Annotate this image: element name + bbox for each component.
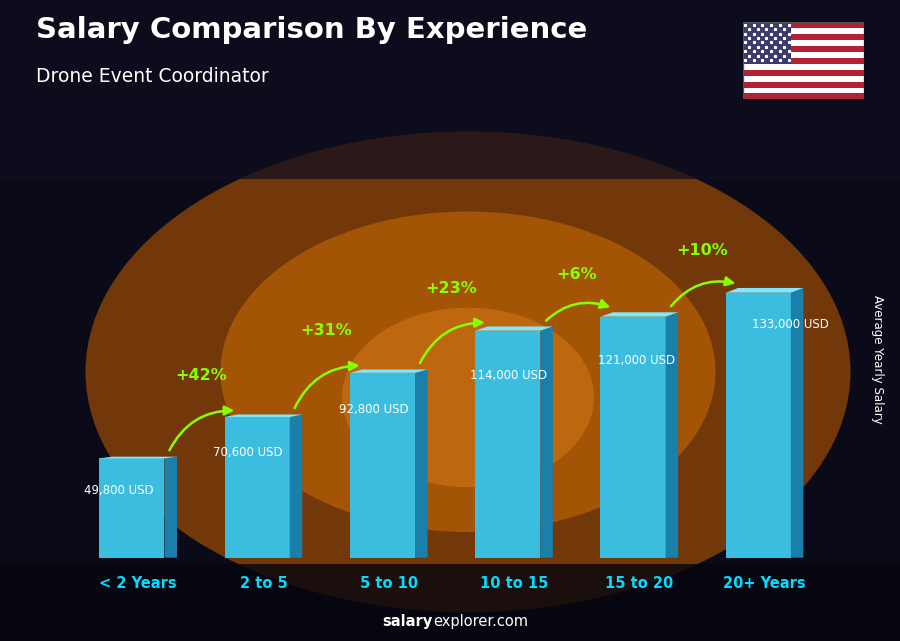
Polygon shape	[99, 456, 177, 458]
Text: +6%: +6%	[556, 267, 597, 282]
Text: 92,800 USD: 92,800 USD	[338, 403, 409, 416]
Bar	[742, 70, 864, 76]
Bar	[742, 52, 864, 58]
Text: 5 to 10: 5 to 10	[360, 576, 418, 591]
Text: Average Yearly Salary: Average Yearly Salary	[871, 295, 884, 423]
Polygon shape	[225, 417, 290, 558]
Text: 49,800 USD: 49,800 USD	[85, 484, 154, 497]
Text: 133,000 USD: 133,000 USD	[752, 318, 829, 331]
Text: +10%: +10%	[676, 244, 728, 258]
Text: 10 to 15: 10 to 15	[480, 576, 548, 591]
Text: Drone Event Coordinator: Drone Event Coordinator	[36, 67, 269, 87]
Ellipse shape	[86, 131, 850, 612]
Bar	[742, 58, 864, 64]
Text: 121,000 USD: 121,000 USD	[598, 354, 675, 367]
Ellipse shape	[342, 308, 594, 487]
Polygon shape	[666, 312, 678, 558]
Polygon shape	[415, 369, 428, 558]
Bar	[742, 34, 864, 40]
Polygon shape	[540, 326, 553, 558]
Text: 2 to 5: 2 to 5	[239, 576, 287, 591]
Bar	[742, 94, 864, 99]
Text: +31%: +31%	[301, 323, 352, 338]
Polygon shape	[225, 415, 302, 417]
Polygon shape	[290, 415, 302, 558]
Text: 15 to 20: 15 to 20	[605, 576, 673, 591]
Polygon shape	[791, 288, 804, 558]
Text: +42%: +42%	[175, 367, 227, 383]
Polygon shape	[165, 456, 177, 558]
Bar	[742, 81, 864, 88]
Polygon shape	[725, 293, 791, 558]
Bar	[742, 22, 791, 64]
Text: 20+ Years: 20+ Years	[724, 576, 806, 591]
Bar	[742, 88, 864, 94]
Text: Salary Comparison By Experience: Salary Comparison By Experience	[36, 16, 587, 44]
Bar	[742, 22, 864, 28]
Text: 114,000 USD: 114,000 USD	[470, 369, 547, 383]
Bar	[742, 40, 864, 46]
Bar	[742, 64, 864, 70]
Bar	[0, 0, 900, 179]
Text: 70,600 USD: 70,600 USD	[213, 445, 283, 459]
Text: salary: salary	[382, 615, 433, 629]
Bar	[742, 28, 864, 34]
Bar	[742, 46, 864, 52]
Polygon shape	[475, 331, 540, 558]
Polygon shape	[475, 326, 553, 331]
Polygon shape	[350, 373, 415, 558]
Ellipse shape	[220, 212, 716, 532]
Bar	[0, 564, 900, 641]
Polygon shape	[725, 288, 804, 293]
Polygon shape	[350, 369, 428, 373]
Text: explorer.com: explorer.com	[433, 615, 528, 629]
Text: < 2 Years: < 2 Years	[99, 576, 177, 591]
Polygon shape	[99, 458, 165, 558]
Polygon shape	[600, 317, 666, 558]
Polygon shape	[600, 312, 678, 317]
Bar	[742, 76, 864, 81]
Text: +23%: +23%	[426, 281, 477, 296]
